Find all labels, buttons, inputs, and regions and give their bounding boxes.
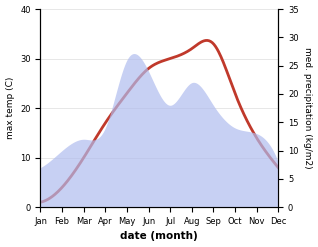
Y-axis label: max temp (C): max temp (C) xyxy=(5,77,15,139)
Y-axis label: med. precipitation (kg/m2): med. precipitation (kg/m2) xyxy=(303,47,313,169)
X-axis label: date (month): date (month) xyxy=(121,231,198,242)
